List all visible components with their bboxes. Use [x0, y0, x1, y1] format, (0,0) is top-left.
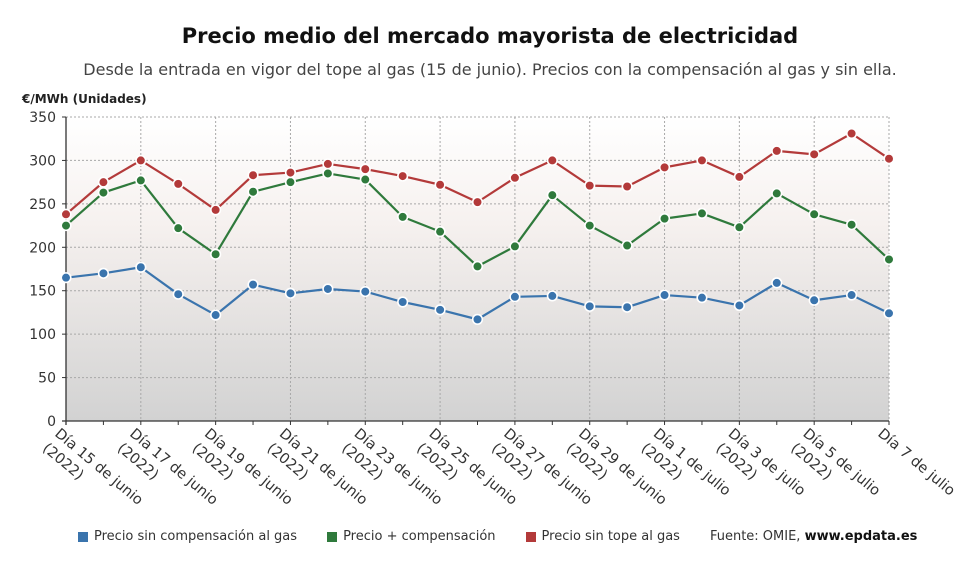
y-tick-label: 50 — [38, 371, 56, 387]
data-point — [359, 163, 371, 175]
y-tick-label: 350 — [29, 110, 56, 126]
data-point — [60, 208, 72, 220]
chart-legend: Precio sin compensación al gas Precio + … — [78, 529, 917, 544]
data-point — [97, 176, 110, 188]
data-point — [471, 260, 484, 272]
legend-label: Precio sin tope al gas — [541, 529, 680, 544]
data-point — [808, 294, 820, 306]
data-point — [771, 277, 783, 289]
data-point — [883, 307, 895, 319]
data-point — [883, 253, 895, 266]
y-tick-label: 0 — [47, 414, 56, 430]
data-point — [883, 153, 895, 165]
data-point — [322, 167, 334, 180]
data-point — [434, 179, 446, 191]
data-point — [621, 301, 633, 313]
legend-label: Precio + compensación — [343, 529, 496, 544]
legend-swatch — [78, 531, 88, 542]
data-point — [658, 213, 671, 225]
data-point — [696, 207, 708, 220]
data-point — [434, 304, 446, 316]
chart-subtitle: Desde la entrada en vigor del tope al ga… — [83, 60, 897, 79]
data-point — [60, 272, 72, 284]
data-point — [210, 204, 222, 216]
data-point — [322, 158, 334, 170]
y-tick-label: 100 — [29, 327, 56, 343]
data-point — [584, 180, 596, 192]
data-point — [471, 313, 484, 325]
data-point — [247, 169, 259, 181]
data-point — [509, 172, 521, 184]
y-tick-label: 250 — [29, 197, 56, 213]
data-point — [434, 226, 446, 238]
data-point — [397, 296, 409, 308]
data-point — [509, 240, 521, 253]
data-point — [658, 289, 671, 301]
data-point — [97, 267, 110, 279]
data-point — [771, 145, 783, 157]
data-point — [845, 219, 858, 231]
legend-swatch — [525, 531, 536, 542]
data-point — [546, 189, 558, 201]
y-tick-label: 300 — [29, 153, 56, 169]
data-point — [135, 154, 147, 167]
data-point — [172, 178, 184, 190]
data-point — [509, 291, 521, 303]
data-point — [247, 279, 259, 291]
data-point — [771, 187, 783, 200]
x-tick-label: Día 7 de julio — [874, 426, 957, 500]
data-point — [471, 196, 484, 208]
data-point — [397, 211, 409, 223]
data-point — [284, 287, 297, 299]
source-prefix: Fuente: OMIE, — [709, 529, 805, 544]
x-tick-label-line1: Día 7 de julio — [874, 426, 957, 500]
data-point — [546, 154, 558, 167]
x-tick-label: Día 3 de julio(2022) — [713, 426, 809, 500]
y-tick-label: 150 — [29, 284, 56, 300]
data-point — [733, 221, 745, 233]
data-point — [621, 239, 633, 252]
y-axis-unit-label: €/MWh (Unidades) — [22, 92, 147, 106]
legend-item-compensacion: Precio + compensación — [327, 529, 496, 544]
data-point — [546, 290, 558, 302]
legend-item-sin-tope: Precio sin tope al gas — [525, 529, 680, 544]
data-point — [584, 300, 596, 312]
data-point — [733, 299, 745, 312]
data-point — [247, 186, 259, 198]
data-point — [97, 186, 110, 199]
data-point — [322, 283, 334, 295]
data-point — [845, 289, 858, 301]
data-point — [584, 219, 596, 232]
data-point — [359, 285, 371, 298]
data-point — [808, 208, 820, 220]
data-point — [658, 161, 671, 173]
data-point — [621, 180, 633, 193]
y-tick-label: 200 — [29, 240, 56, 256]
source-note: Fuente: OMIE, www.epdata.es — [710, 529, 917, 544]
data-point — [60, 219, 72, 232]
data-point — [696, 292, 708, 304]
data-point — [845, 127, 858, 140]
legend-label: Precio sin compensación al gas — [94, 529, 298, 544]
data-point — [359, 173, 371, 186]
data-point — [284, 176, 297, 188]
legend-swatch — [327, 531, 338, 542]
data-point — [135, 174, 147, 187]
data-point — [397, 170, 409, 182]
data-point — [733, 171, 745, 183]
data-point — [210, 309, 222, 321]
chart-title: Precio medio del mercado mayorista de el… — [181, 24, 799, 48]
data-point — [284, 166, 297, 179]
source-link[interactable]: www.epdata.es — [804, 529, 918, 544]
x-tick-label: Día 5 de julio(2022) — [787, 426, 883, 500]
data-point — [210, 248, 222, 260]
data-point — [135, 261, 147, 273]
data-point — [696, 154, 708, 167]
data-point — [172, 222, 184, 234]
data-point — [808, 148, 820, 160]
data-point — [172, 288, 184, 300]
legend-item-sin-compensacion: Precio sin compensación al gas — [78, 529, 297, 544]
